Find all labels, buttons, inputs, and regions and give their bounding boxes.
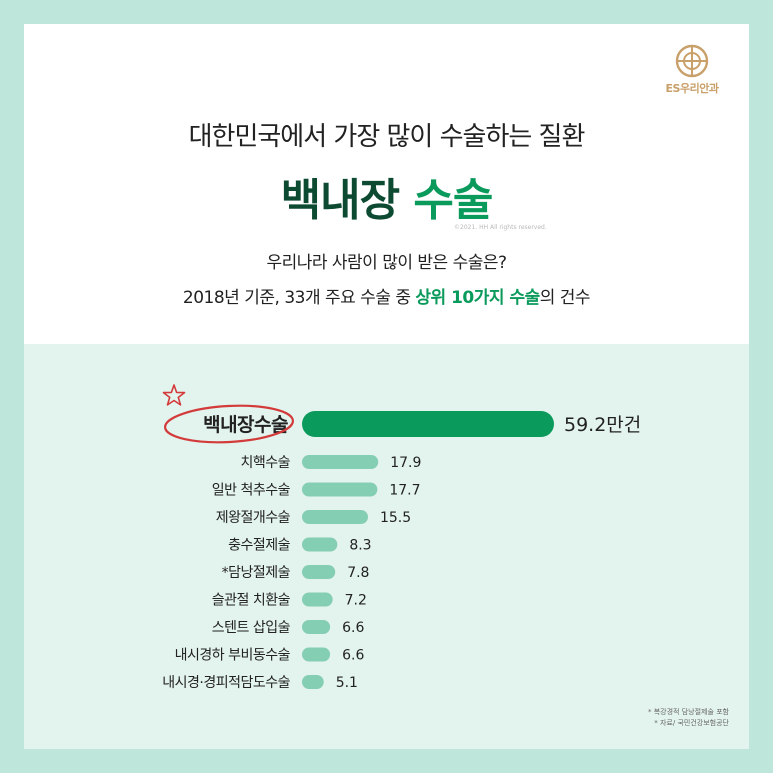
- category-label-2: 일반 척추수술: [212, 483, 291, 499]
- bar-4: [302, 537, 338, 552]
- value-label-0: 59.2만건: [564, 414, 641, 436]
- bar-8: [302, 647, 331, 662]
- value-label-6: 7.2: [345, 593, 367, 609]
- category-label-7: 스텐트 삽입술: [212, 620, 291, 636]
- value-label-1: 17.9: [390, 455, 421, 471]
- main-title-text: 백내장: [280, 175, 400, 226]
- header-section: ES우리안과 대한민국에서 가장 많이 수술하는 질환 백내장 수술 ©2021…: [24, 24, 749, 344]
- subtitle-line-2: 2018년 기준, 33개 주요 수술 중 상위 10가지 수술의 건수: [24, 283, 749, 308]
- title-line-1: 대한민국에서 가장 많이 수술하는 질환: [188, 122, 586, 152]
- category-label-8: 내시경하 부비동수술: [175, 648, 291, 664]
- bar-6: [302, 592, 333, 607]
- copyright-text: ©2021. HH All rights reserved.: [454, 224, 547, 231]
- category-label-1: 치핵수술: [240, 455, 290, 471]
- brand-logo: ES우리안과: [657, 44, 727, 96]
- value-label-8: 6.6: [342, 648, 364, 664]
- subtitle-highlight: 상위 10가지 수술: [415, 288, 540, 308]
- bar-0: [302, 411, 554, 437]
- subtitle-prefix: 2018년 기준, 33개 주요 수술 중: [182, 288, 416, 308]
- bar-5: [302, 565, 336, 579]
- value-label-4: 8.3: [349, 538, 371, 554]
- category-label-9: 내시경·경피적담도수술: [162, 675, 290, 691]
- infographic-card: ES우리안과 대한민국에서 가장 많이 수술하는 질환 백내장 수술 ©2021…: [24, 24, 749, 749]
- category-label-4: 충수절제술: [228, 538, 291, 554]
- main-title: 백내장 수술: [24, 164, 749, 228]
- value-label-3: 15.5: [380, 510, 411, 526]
- value-label-2: 17.7: [389, 483, 420, 499]
- category-label-5: *담낭절제술: [222, 565, 291, 581]
- clinic-logo-icon: [675, 44, 709, 78]
- value-label-5: 7.8: [347, 565, 369, 581]
- logo-text: ES우리안과: [665, 82, 719, 95]
- bar-1: [302, 455, 379, 469]
- footnotes: * 복강경적 담낭절제술 포함 * 자료/ 국민건강보험공단: [648, 707, 729, 729]
- star-icon: [162, 384, 186, 406]
- subtitle-line-1: 우리나라 사람이 많이 받은 수술은?: [266, 253, 507, 273]
- category-label-0: 백내장수술: [203, 414, 288, 436]
- footnote-gallbladder: * 복강경적 담낭절제술 포함: [647, 708, 729, 716]
- value-label-9: 5.1: [336, 675, 358, 691]
- category-label-3: 제왕절개수술: [216, 510, 291, 526]
- footnote-source: * 자료/ 국민건강보험공단: [654, 719, 729, 727]
- bar-9: [302, 675, 324, 689]
- bar-3: [302, 510, 368, 524]
- bar-2: [302, 482, 378, 497]
- highlight-circle: [163, 404, 295, 444]
- main-title-accent: 수술: [413, 175, 493, 226]
- subtitle-suffix: 의 건수: [539, 288, 591, 308]
- value-label-7: 6.6: [342, 620, 364, 636]
- category-label-6: 슬관절 치환술: [212, 593, 291, 609]
- bar-7: [302, 620, 331, 634]
